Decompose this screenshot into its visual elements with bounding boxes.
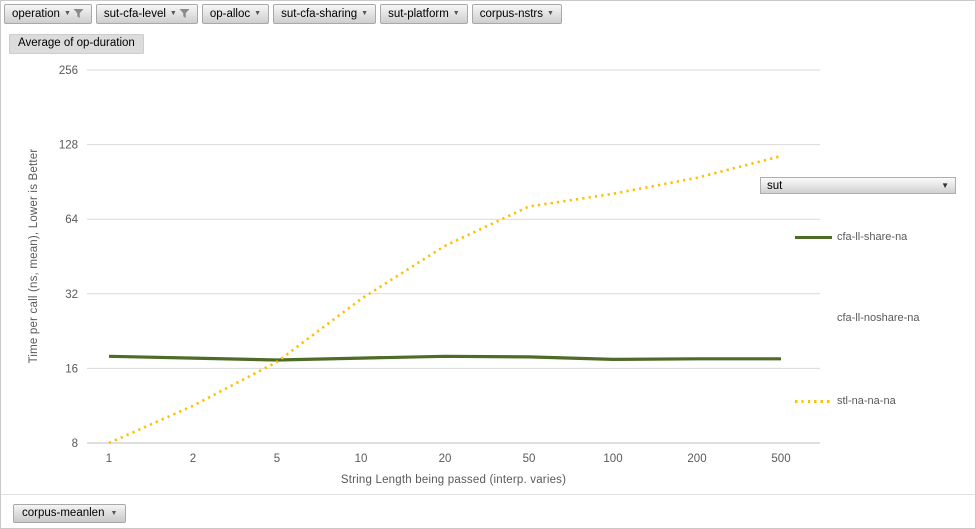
x-tick-label-2: 2 [190, 453, 196, 465]
x-tick-label-10: 10 [355, 453, 368, 465]
dropdown-arrow-icon: ▼ [547, 10, 554, 17]
y-tick-label-16: 16 [65, 363, 78, 375]
filter-funnel-icon [179, 8, 190, 19]
axis-field-button-corpus-meanlen[interactable]: corpus-meanlen ▼ [13, 504, 127, 523]
y-tick-label-8: 8 [72, 438, 78, 450]
legend-field-label: sut [767, 179, 783, 192]
field-button-label: sut-cfa-sharing [281, 7, 358, 20]
x-tick-label-500: 500 [771, 453, 790, 465]
dropdown-arrow-icon: ▼ [452, 10, 460, 17]
field-button-label: sut-platform [388, 7, 449, 20]
legend-item-stl-na-na-na: stl-na-na-na [795, 395, 896, 407]
series-line-cfa-ll-share-na [108, 354, 781, 362]
field-button-op-alloc[interactable]: op-alloc ▼ [201, 4, 270, 24]
series-line-stl-na-na-na [108, 154, 782, 445]
dropdown-arrow-icon: ▼ [63, 10, 71, 17]
legend-swatch-solid [795, 235, 832, 239]
x-tick-label-1: 1 [106, 453, 112, 465]
chart-bottom-border [1, 494, 975, 495]
legend-field-button-sut[interactable]: sut ▼ [760, 177, 956, 194]
legend-label: cfa-ll-noshare-na [837, 312, 920, 324]
field-button-label: operation [12, 7, 60, 20]
field-button-label: op-alloc [209, 7, 251, 20]
y-tick-label-32: 32 [65, 289, 78, 301]
y-tick-label-128: 128 [59, 140, 78, 152]
dropdown-arrow-icon: ▼ [941, 181, 949, 190]
field-button-label: corpus-nstrs [479, 7, 543, 20]
field-button-sut-cfa-sharing[interactable]: sut-cfa-sharing ▼ [273, 4, 377, 24]
dropdown-arrow-icon: ▼ [169, 10, 177, 17]
x-tick-label-200: 200 [687, 453, 706, 465]
x-tick-label-20: 20 [439, 453, 452, 465]
legend-swatch-dotted [795, 399, 832, 403]
field-button-label: sut-cfa-level [103, 7, 166, 20]
field-button-operation[interactable]: operation ▼ [4, 4, 92, 24]
y-axis-title: Time per call (ns, mean), Lower is Bette… [28, 148, 40, 364]
dropdown-arrow-icon: ▼ [361, 10, 369, 17]
field-button-sut-cfa-level[interactable]: sut-cfa-level ▼ [95, 4, 198, 24]
y-tick-label-256: 256 [59, 65, 78, 77]
dropdown-arrow-icon: ▼ [254, 10, 262, 17]
filter-funnel-icon [73, 8, 84, 19]
axis-field-label: corpus-meanlen [22, 507, 105, 519]
x-tick-label-50: 50 [523, 453, 536, 465]
x-tick-label-100: 100 [603, 453, 622, 465]
value-field-button[interactable]: Average of op-duration [9, 34, 144, 54]
dropdown-arrow-icon: ▼ [110, 509, 118, 517]
field-button-corpus-nstrs[interactable]: corpus-nstrs ▼ [471, 4, 562, 24]
y-tick-label-64: 64 [65, 214, 78, 226]
x-axis-title: String Length being passed (interp. vari… [340, 474, 567, 486]
x-tick-label-5: 5 [274, 453, 280, 465]
legend-item-cfa-ll-noshare-na: cfa-ll-noshare-na [795, 312, 920, 324]
field-button-sut-platform[interactable]: sut-platform ▼ [380, 4, 468, 24]
legend-label: stl-na-na-na [837, 395, 896, 407]
field-button-row: operation ▼ sut-cfa-level ▼ op-alloc ▼ s… [4, 4, 562, 24]
legend-item-cfa-ll-share-na: cfa-ll-share-na [795, 231, 907, 243]
legend-label: cfa-ll-share-na [837, 231, 908, 243]
